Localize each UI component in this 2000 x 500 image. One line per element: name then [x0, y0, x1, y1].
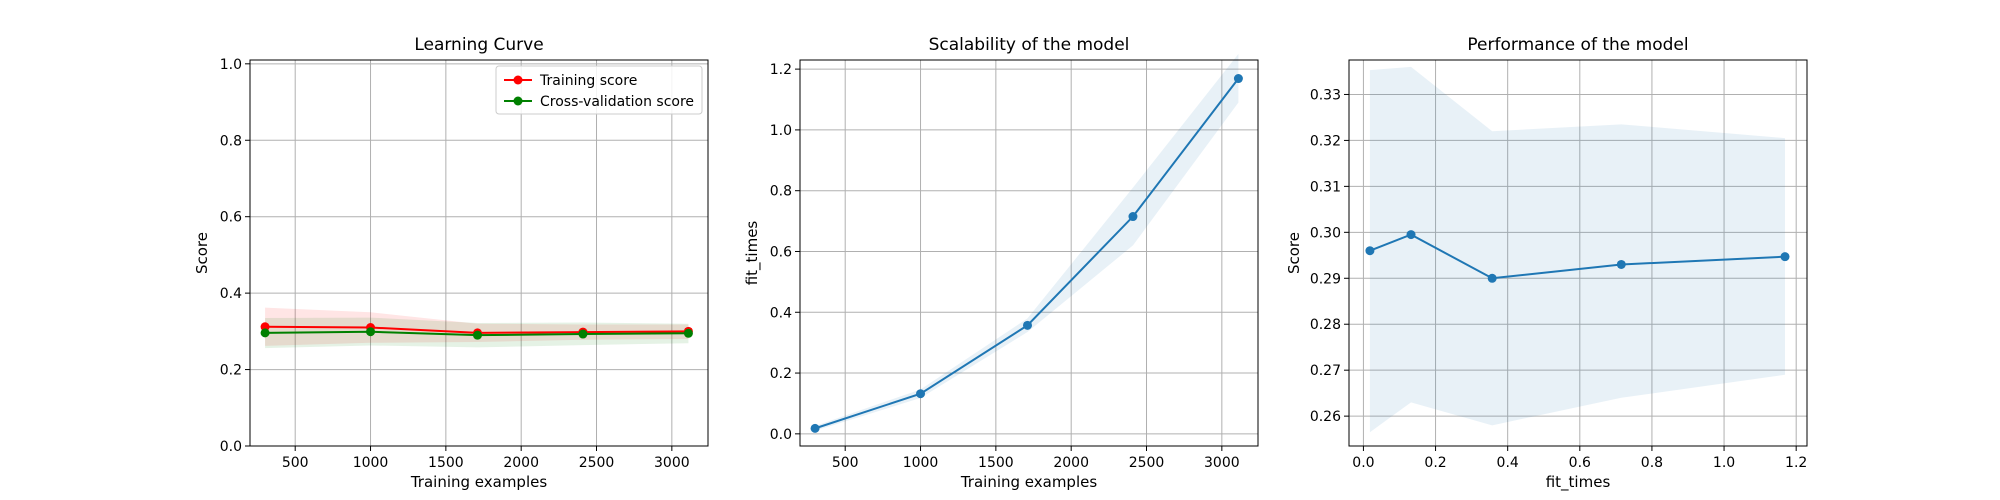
- y-tick-label: 0.2: [220, 363, 242, 379]
- axes-frame: [799, 59, 1259, 447]
- chart-title: Scalability of the model: [929, 35, 1130, 55]
- y-tick-label: 0.27: [1310, 363, 1341, 379]
- legend-label: Cross-validation score: [540, 94, 694, 110]
- chart-1: 500 1000 1500 2000 2500 3000 0.0 0.2 0.4 0.6 0.8 1.…: [193, 35, 709, 491]
- x-tick-label: 0.2: [1424, 455, 1446, 471]
- series-1-point: [1616, 259, 1626, 269]
- x-tick-label: 2500: [1129, 455, 1165, 471]
- y-tick-label: 0.6: [770, 244, 792, 260]
- y-tick-label: 0.2: [770, 366, 792, 382]
- axes-frame: [1348, 59, 1808, 447]
- x-tick-label: 3000: [654, 455, 690, 471]
- gridlines: [1349, 60, 1807, 446]
- x-tick-label: 0.8: [1641, 455, 1663, 471]
- series-1-point: [1128, 212, 1138, 222]
- x-tick-label: 2000: [503, 455, 539, 471]
- series-2-point: [366, 327, 376, 337]
- series-1-point: [1406, 230, 1416, 240]
- y-axis-label: Score: [1285, 232, 1303, 274]
- series-1-point: [810, 423, 820, 433]
- series-1-point: [1233, 74, 1243, 84]
- x-tick-label: 1000: [903, 455, 939, 471]
- x-tick-label: 3000: [1204, 455, 1240, 471]
- series-2-point: [260, 328, 270, 338]
- legend-box: [495, 65, 703, 115]
- series-1-line: [814, 77, 1240, 430]
- y-tick-label: 0.30: [1310, 225, 1341, 241]
- x-tick-label: 1.2: [1785, 455, 1807, 471]
- y-axis-label: Score: [193, 232, 211, 274]
- y-tick-label: 0.32: [1310, 133, 1341, 149]
- x-tick-label: 1.0: [1713, 455, 1735, 471]
- x-axis-label: fit_times: [1546, 473, 1611, 492]
- gridlines: [250, 60, 708, 447]
- y-tick-label: 0.29: [1310, 271, 1341, 287]
- x-tick-label: 1000: [353, 455, 389, 471]
- x-tick-label: 500: [832, 455, 859, 471]
- series-1-point: [1780, 252, 1790, 262]
- x-tick-label: 0.6: [1569, 455, 1591, 471]
- series-1-point: [1365, 246, 1375, 256]
- y-tick-label: 0.28: [1310, 317, 1341, 333]
- y-tick-label: 0.31: [1310, 179, 1341, 195]
- y-tick-label: 0.26: [1310, 409, 1341, 425]
- series-2-point: [578, 329, 588, 339]
- y-tick-label: 1.2: [770, 62, 792, 78]
- chart-3: 0.0 0.2 0.4 0.6 0.8 1.0 1.2 0.26 0.27 0.28 0.29 0.3…: [1285, 35, 1808, 492]
- y-tick-label: 1.0: [220, 57, 242, 73]
- gridlines: [800, 60, 1258, 446]
- y-tick-label: 0.0: [770, 427, 792, 443]
- y-tick-label: 0.8: [220, 133, 242, 149]
- series-1-point: [1022, 320, 1032, 330]
- y-tick-label: 0.0: [220, 439, 242, 455]
- y-tick-label: 0.4: [220, 286, 242, 302]
- y-axis-label: fit_times: [743, 221, 762, 286]
- x-tick-label: 500: [282, 455, 309, 471]
- y-tick-label: 0.6: [220, 210, 242, 226]
- y-tick-label: 0.8: [770, 184, 792, 200]
- legend: Training score Cross-validation score: [495, 65, 703, 115]
- series-2-point: [472, 330, 482, 340]
- chart-title: Learning Curve: [414, 35, 543, 55]
- y-tick-label: 0.4: [770, 305, 792, 321]
- chart-title: Performance of the model: [1467, 35, 1688, 55]
- series-1-point: [1487, 273, 1497, 283]
- axes-frame: [249, 59, 709, 447]
- x-tick-label: 0.4: [1497, 455, 1519, 471]
- legend-marker: [513, 96, 523, 106]
- x-tick-label: 1500: [428, 455, 464, 471]
- legend-label: Training score: [539, 73, 637, 89]
- series-1-point: [916, 389, 926, 399]
- chart-2: 500 1000 1500 2000 2500 3000 0.0 0.2 0.4 0.6 0.8 1.…: [743, 35, 1259, 491]
- x-tick-label: 0.0: [1352, 455, 1374, 471]
- series-1-band: [1369, 66, 1786, 433]
- x-axis-label: Training examples: [410, 473, 548, 491]
- x-tick-label: 1500: [978, 455, 1014, 471]
- series-2-point: [683, 328, 693, 338]
- y-tick-label: 0.33: [1310, 87, 1341, 103]
- x-axis-label: Training examples: [960, 473, 1098, 491]
- x-tick-label: 2000: [1053, 455, 1089, 471]
- x-tick-label: 2500: [579, 455, 615, 471]
- series-1-band: [815, 53, 1239, 431]
- y-tick-label: 1.0: [770, 123, 792, 139]
- legend-marker: [513, 75, 523, 85]
